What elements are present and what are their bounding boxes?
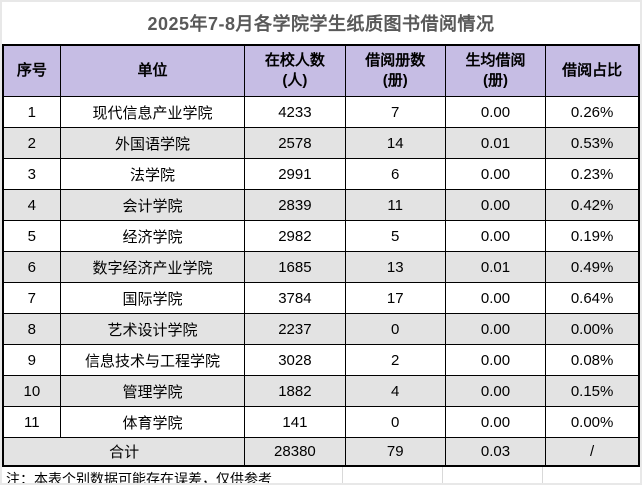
cell-students: 4233	[244, 96, 346, 128]
cell-index: 10	[2, 375, 61, 407]
table-row: 11 体育学院 141 0 0.00 0.00%	[2, 406, 640, 438]
cell-share: 0.19%	[545, 220, 640, 252]
cell-unit: 信息技术与工程学院	[59, 344, 246, 376]
cell-students: 1685	[244, 251, 346, 283]
header-borrow-share: 借阅占比	[545, 44, 640, 97]
cell-index: 8	[2, 313, 61, 345]
cell-per-student: 0.01	[444, 127, 547, 159]
table-row: 6 数字经济产业学院 1685 13 0.01 0.49%	[2, 251, 640, 283]
cell-students: 2839	[244, 189, 346, 221]
cell-borrowed: 6	[344, 158, 446, 190]
table-total-row: 合计 28380 79 0.03 /	[2, 437, 640, 467]
cell-unit: 国际学院	[59, 282, 246, 314]
footnote-empty-cell	[543, 467, 640, 483]
footnote-row: 注：本表个别数据可能存在误差，仅供参考	[2, 467, 640, 483]
cell-per-student: 0.00	[444, 220, 547, 252]
cell-students: 3784	[244, 282, 346, 314]
cell-borrowed: 0	[344, 406, 446, 438]
cell-students: 2991	[244, 158, 346, 190]
cell-share: 0.42%	[545, 189, 640, 221]
total-per-student: 0.03	[444, 437, 547, 467]
cell-index: 7	[2, 282, 61, 314]
cell-per-student: 0.00	[444, 189, 547, 221]
cell-students: 2982	[244, 220, 346, 252]
total-students: 28380	[244, 437, 346, 467]
cell-borrowed: 5	[344, 220, 446, 252]
cell-share: 0.23%	[545, 158, 640, 190]
cell-unit: 外国语学院	[59, 127, 246, 159]
cell-borrowed: 0	[344, 313, 446, 345]
cell-per-student: 0.00	[444, 406, 547, 438]
cell-per-student: 0.00	[444, 313, 547, 345]
cell-share: 0.08%	[545, 344, 640, 376]
cell-index: 2	[2, 127, 61, 159]
cell-borrowed: 11	[344, 189, 446, 221]
table-row: 4 会计学院 2839 11 0.00 0.42%	[2, 189, 640, 221]
cell-unit: 艺术设计学院	[59, 313, 246, 345]
cell-index: 6	[2, 251, 61, 283]
cell-per-student: 0.00	[444, 282, 547, 314]
cell-borrowed: 13	[344, 251, 446, 283]
cell-unit: 体育学院	[59, 406, 246, 438]
cell-per-student: 0.00	[444, 344, 547, 376]
cell-per-student: 0.00	[444, 375, 547, 407]
cell-borrowed: 14	[344, 127, 446, 159]
cell-share: 0.26%	[545, 96, 640, 128]
cell-index: 11	[2, 406, 61, 438]
table-row: 7 国际学院 3784 17 0.00 0.64%	[2, 282, 640, 314]
cell-index: 4	[2, 189, 61, 221]
table-row: 10 管理学院 1882 4 0.00 0.15%	[2, 375, 640, 407]
cell-unit: 管理学院	[59, 375, 246, 407]
table-row: 1 现代信息产业学院 4233 7 0.00 0.26%	[2, 96, 640, 128]
table-header-row: 序号 单位 在校人数 (人) 借阅册数 (册) 生均借阅 (册) 借阅占比	[2, 44, 640, 97]
borrow-stats-table: 序号 单位 在校人数 (人) 借阅册数 (册) 生均借阅 (册) 借阅占比 1 …	[2, 44, 640, 467]
table-title: 2025年7-8月各学院学生纸质图书借阅情况	[147, 14, 495, 34]
header-per-student: 生均借阅 (册)	[444, 44, 547, 97]
header-index: 序号	[2, 44, 61, 97]
cell-unit: 现代信息产业学院	[59, 96, 246, 128]
cell-students: 2578	[244, 127, 346, 159]
table-row: 8 艺术设计学院 2237 0 0.00 0.00%	[2, 313, 640, 345]
cell-borrowed: 2	[344, 344, 446, 376]
cell-per-student: 0.01	[444, 251, 547, 283]
cell-students: 141	[244, 406, 346, 438]
cell-students: 1882	[244, 375, 346, 407]
cell-index: 3	[2, 158, 61, 190]
footnote-empty-cell	[443, 467, 543, 483]
cell-index: 1	[2, 96, 61, 128]
total-borrowed: 79	[344, 437, 446, 467]
cell-share: 0.00%	[545, 313, 640, 345]
cell-unit: 数字经济产业学院	[59, 251, 246, 283]
cell-index: 9	[2, 344, 61, 376]
header-books-borrowed: 借阅册数 (册)	[344, 44, 446, 97]
cell-share: 0.00%	[545, 406, 640, 438]
cell-borrowed: 4	[344, 375, 446, 407]
cell-students: 2237	[244, 313, 346, 345]
table-row: 5 经济学院 2982 5 0.00 0.19%	[2, 220, 640, 252]
cell-share: 0.64%	[545, 282, 640, 314]
table-row: 9 信息技术与工程学院 3028 2 0.00 0.08%	[2, 344, 640, 376]
cell-borrowed: 7	[344, 96, 446, 128]
cell-share: 0.53%	[545, 127, 640, 159]
cell-per-student: 0.00	[444, 96, 547, 128]
cell-share: 0.49%	[545, 251, 640, 283]
table-row: 3 法学院 2991 6 0.00 0.23%	[2, 158, 640, 190]
cell-unit: 会计学院	[59, 189, 246, 221]
footnote-empty-cell	[343, 467, 443, 483]
header-enrolled-students: 在校人数 (人)	[244, 44, 346, 97]
header-unit: 单位	[59, 44, 246, 97]
cell-borrowed: 17	[344, 282, 446, 314]
total-share: /	[545, 437, 640, 467]
footnote-text: 注：本表个别数据可能存在误差，仅供参考	[2, 467, 343, 483]
cell-share: 0.15%	[545, 375, 640, 407]
table-row: 2 外国语学院 2578 14 0.01 0.53%	[2, 127, 640, 159]
total-label: 合计	[2, 437, 246, 467]
cell-unit: 法学院	[59, 158, 246, 190]
cell-per-student: 0.00	[444, 158, 547, 190]
cell-index: 5	[2, 220, 61, 252]
cell-unit: 经济学院	[59, 220, 246, 252]
cell-students: 3028	[244, 344, 346, 376]
